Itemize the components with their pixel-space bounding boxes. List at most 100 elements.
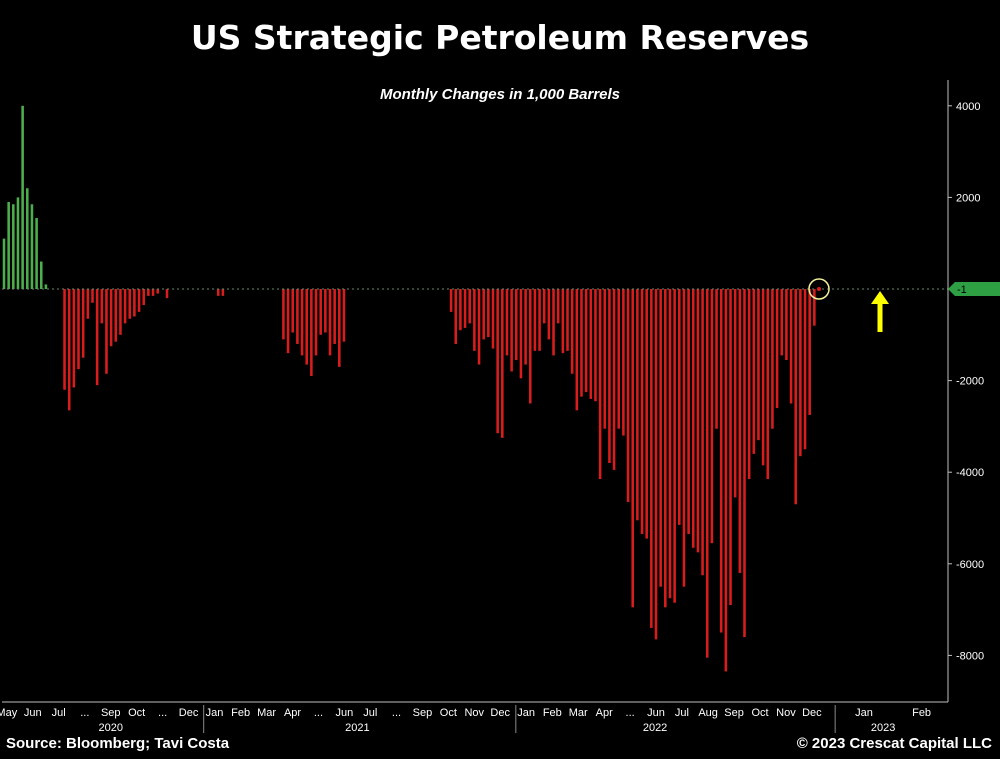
bar-negative <box>519 289 523 379</box>
bar-negative <box>333 289 336 344</box>
x-tick-label: ... <box>392 707 401 719</box>
bar-negative <box>538 289 541 351</box>
bar-negative <box>715 289 718 429</box>
bar-negative <box>77 289 80 370</box>
x-tick-label: Feb <box>231 707 250 719</box>
highlight-circle <box>808 278 830 300</box>
bar-negative <box>664 289 667 608</box>
bar-negative <box>291 289 295 333</box>
x-tick-label: ... <box>80 707 89 719</box>
bar-negative <box>151 289 155 296</box>
bar-negative <box>114 289 118 342</box>
y-tick-label: 2000 <box>956 192 980 204</box>
x-tick-label: Sep <box>101 707 121 719</box>
bar-negative <box>803 289 807 450</box>
bar-negative <box>63 289 66 390</box>
x-tick-label: Apr <box>596 707 613 719</box>
bar-negative <box>668 289 672 599</box>
bar-negative <box>105 289 108 374</box>
bar-negative <box>109 289 113 347</box>
bar-negative <box>67 289 71 411</box>
x-tick-label: Aug <box>698 707 718 719</box>
bar-negative <box>310 289 313 377</box>
bar-positive <box>7 201 10 289</box>
x-tick-label: Sep <box>724 707 744 719</box>
bar-negative <box>622 289 625 436</box>
bar-negative <box>743 289 746 638</box>
bar-negative <box>724 289 728 672</box>
bar-negative <box>133 289 136 317</box>
x-tick-label: Jun <box>336 707 354 719</box>
bar-negative <box>300 289 304 356</box>
bar-negative <box>603 289 607 429</box>
bar-negative <box>533 289 537 351</box>
bar-negative <box>631 289 634 608</box>
x-tick-label: Jan <box>855 707 873 719</box>
bar-positive <box>44 284 48 289</box>
y-tick-label: 4000 <box>956 101 980 113</box>
bars-group <box>2 105 821 672</box>
bar-negative <box>100 289 104 324</box>
bar-negative <box>645 289 648 539</box>
bar-negative <box>528 289 532 404</box>
bar-negative <box>673 289 676 603</box>
x-tick-label: Dec <box>802 707 822 719</box>
bar-negative <box>813 289 816 326</box>
last-value-badge <box>948 282 1000 297</box>
bar-negative <box>477 289 481 365</box>
bar-positive <box>26 188 29 289</box>
y-tick-label: -6000 <box>956 559 984 571</box>
x-tick-label: Nov <box>776 707 796 719</box>
bar-negative <box>142 289 145 306</box>
bar-negative <box>338 289 341 367</box>
bar-negative <box>612 289 616 470</box>
bar-negative <box>747 289 751 480</box>
bar-negative <box>729 289 732 606</box>
bar-negative <box>752 289 756 454</box>
bar-negative <box>328 289 332 356</box>
bar-negative <box>510 289 513 372</box>
bar-negative <box>86 289 90 319</box>
x-tick-label: Oct <box>128 707 145 719</box>
bar-negative <box>766 289 770 480</box>
bar-negative <box>216 289 220 296</box>
bar-negative <box>496 289 499 434</box>
bar-negative <box>566 289 569 351</box>
bar-negative <box>487 289 490 338</box>
bar-negative <box>72 289 76 388</box>
bar-negative <box>757 289 760 441</box>
bar-negative <box>473 289 476 351</box>
bar-negative <box>491 289 495 349</box>
x-tick-label: Jun <box>24 707 42 719</box>
bar-negative <box>584 289 588 393</box>
bar-negative <box>733 289 737 498</box>
bar-negative <box>589 289 593 399</box>
bar-negative <box>282 289 285 340</box>
bar-negative <box>696 289 700 553</box>
x-tick-label: Mar <box>257 707 276 719</box>
bar-negative <box>123 289 127 324</box>
y-tick-label: -2000 <box>956 376 984 388</box>
chart-subtitle: Monthly Changes in 1,000 Barrels <box>379 86 621 103</box>
bar-negative <box>147 289 150 296</box>
bar-negative <box>771 289 774 429</box>
bar-negative <box>556 289 560 324</box>
bar-negative <box>636 289 639 521</box>
bar-negative <box>501 289 504 438</box>
x-tick-label: Oct <box>751 707 768 719</box>
bar-negative <box>626 289 630 502</box>
bar-negative <box>296 289 299 344</box>
y-tick-label: -4000 <box>956 467 984 479</box>
x-tick-label: Jul <box>675 707 689 719</box>
bar-negative <box>654 289 658 640</box>
last-value-label: -1 <box>957 284 967 296</box>
bar-negative <box>552 289 555 356</box>
x-tick-label: Jan <box>517 707 535 719</box>
bar-negative <box>463 289 467 328</box>
x-tick-label: Nov <box>464 707 484 719</box>
bar-negative <box>719 289 723 633</box>
x-tick-label: Jul <box>52 707 66 719</box>
bar-negative <box>640 289 644 535</box>
annotations-group <box>808 278 889 332</box>
bar-negative <box>449 289 453 312</box>
